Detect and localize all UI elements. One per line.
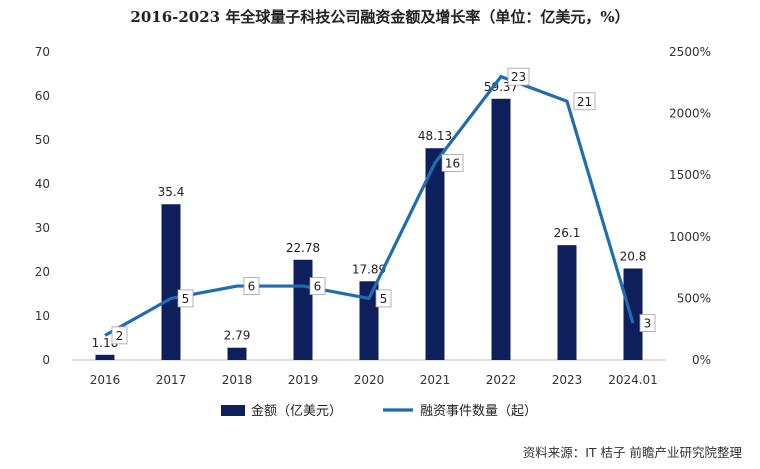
bar-value-label: 48.13 — [418, 129, 452, 143]
bar — [623, 268, 643, 360]
legend: 金额（亿美元） 融资事件数量（起） — [221, 403, 537, 419]
right-tick-label: 1000% — [669, 230, 711, 244]
bar — [425, 148, 445, 360]
bar — [359, 281, 379, 360]
x-axis: 2016 2017 2018 2019 2020 2021 2022 2023 2024.01 — [72, 359, 666, 387]
line-value-label: 3 — [644, 317, 652, 331]
chart-title: 2016-2023 年全球量子科技公司融资金额及增长率（单位：亿美元，%） — [130, 8, 630, 26]
right-tick-label: 0% — [692, 353, 711, 367]
right-y-axis: 0% 500% 1000% 1500% 2000% 2500% — [669, 45, 711, 367]
line-series: 2 5 6 6 5 16 23 21 3 — [104, 67, 656, 345]
x-tick-label: 2023 — [552, 373, 583, 387]
legend-swatch-bar — [221, 405, 245, 416]
line-value-label: 5 — [380, 292, 388, 306]
line-point-box — [309, 277, 326, 295]
bar-value-label: 17.89 — [352, 262, 386, 276]
line-point-box — [441, 153, 464, 172]
line-point-box — [375, 289, 392, 308]
x-tick-label: 2022 — [486, 373, 517, 387]
line-value-label: 6 — [248, 280, 256, 294]
line-value-label: 5 — [182, 292, 190, 306]
line-value-label: 6 — [314, 280, 322, 294]
bar-value-label: 26.1 — [554, 226, 581, 240]
left-tick-label: 40 — [35, 177, 50, 191]
legend-label-bar: 金额（亿美元） — [251, 403, 342, 419]
x-tick-label: 2018 — [222, 373, 253, 387]
bar — [557, 245, 577, 360]
bar-value-label: 22.78 — [286, 241, 320, 255]
source-note: 资料来源：IT 桔子 前瞻产业研究院整理 — [522, 445, 742, 460]
left-tick-label: 70 — [35, 45, 50, 59]
bar-value-label: 35.4 — [158, 185, 185, 199]
left-y-axis: 0 10 20 30 40 50 60 70 — [35, 45, 50, 367]
x-tick-label: 2024.01 — [608, 373, 658, 387]
line-value-label: 21 — [577, 95, 592, 109]
line-value-label: 16 — [445, 156, 460, 170]
line-value-label: 2 — [116, 329, 124, 343]
line-point-box — [177, 289, 194, 308]
line-point-box — [573, 92, 596, 111]
bar — [161, 204, 181, 360]
right-tick-label: 2000% — [669, 107, 711, 121]
x-tick-label: 2016 — [90, 373, 121, 387]
x-tick-label: 2020 — [354, 373, 385, 387]
right-tick-label: 2500% — [669, 45, 711, 59]
bar-value-label: 2.79 — [224, 329, 251, 343]
x-tick-label: 2017 — [156, 373, 187, 387]
left-tick-label: 30 — [35, 221, 50, 235]
left-tick-label: 0 — [42, 353, 50, 367]
left-tick-label: 20 — [35, 265, 50, 279]
right-tick-label: 500% — [677, 291, 711, 305]
left-tick-label: 10 — [35, 309, 50, 323]
x-tick-label: 2021 — [420, 373, 451, 387]
x-tick-label: 2019 — [288, 373, 319, 387]
line-value-label: 23 — [511, 70, 526, 84]
bar — [491, 98, 511, 360]
line-point-box — [639, 314, 656, 332]
bar — [293, 259, 313, 360]
left-tick-label: 60 — [35, 89, 50, 103]
bar — [95, 354, 115, 360]
bar — [227, 347, 247, 360]
legend-label-line: 融资事件数量（起） — [420, 404, 537, 419]
bar-value-label: 20.8 — [620, 249, 647, 263]
left-tick-label: 50 — [35, 133, 50, 147]
line-point-box — [243, 277, 260, 295]
line-point-box — [507, 67, 530, 86]
line-point-box — [111, 326, 128, 345]
right-tick-label: 1500% — [669, 168, 711, 182]
